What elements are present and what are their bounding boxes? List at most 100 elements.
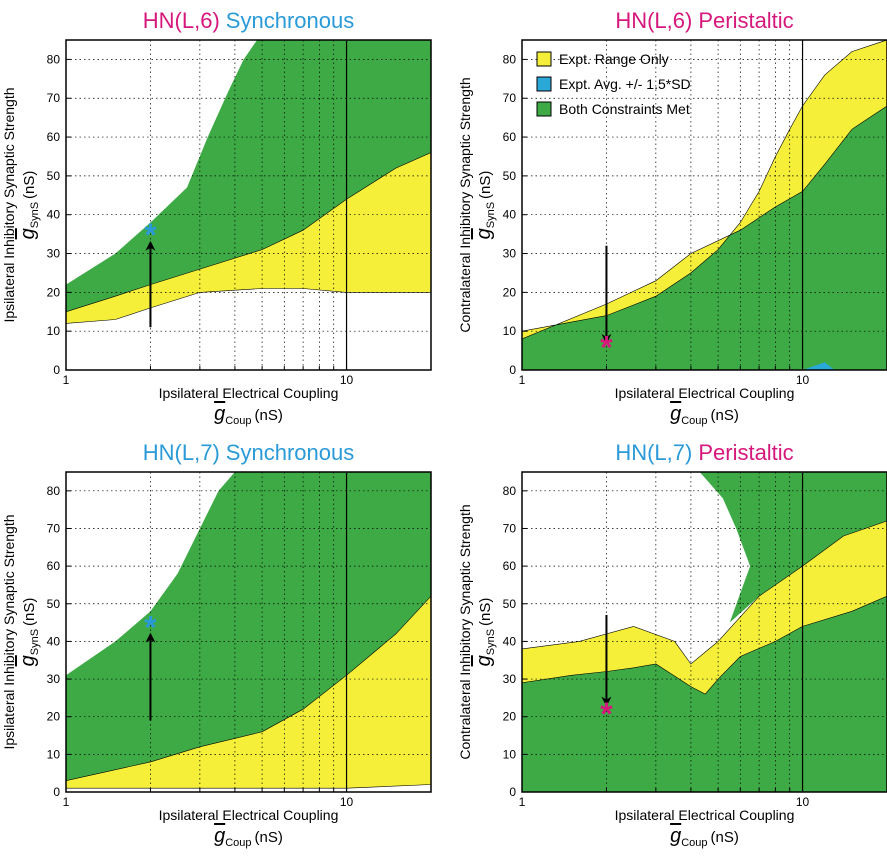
y-tick-label: 0 [53, 785, 60, 799]
y-tick-label: 10 [503, 324, 517, 338]
y-tick-label: 70 [47, 91, 61, 105]
x-tick-label: 1 [519, 373, 526, 387]
region-both-constraints [66, 472, 431, 781]
x-tick-label: 10 [796, 373, 810, 387]
y-tick-label: 80 [47, 52, 61, 66]
y-tick-label: 70 [503, 521, 517, 535]
legend-swatch [536, 51, 552, 67]
y-tick-label: 60 [503, 559, 517, 573]
y-tick-label: 80 [503, 52, 517, 66]
x-axis-label: Ipsilateral Electrical Coupling [615, 385, 795, 401]
y-tick-label: 60 [47, 559, 61, 573]
axes-frame [521, 39, 887, 371]
x-axis-label: Ipsilateral Electrical Coupling [159, 807, 339, 823]
legend-label: Expt. Avg. +/- 1.5*SD [559, 76, 691, 92]
y-axis-label: Ipsilateral Inhibitory Synaptic Strength [1, 514, 17, 749]
panel-title: HN(L,6) Synchronous [143, 8, 354, 33]
title-neuron: HN(L,6) [143, 8, 220, 33]
y-tick-label: 30 [47, 247, 61, 261]
x-tick-label: 1 [63, 795, 70, 809]
y-axis-label: Ipsilateral Inhibitory Synaptic Strength [1, 87, 17, 322]
asterisk-marker: * [600, 696, 613, 732]
asterisk-marker: * [144, 609, 157, 645]
y-tick-label: 20 [47, 710, 61, 724]
legend-label: Both Constraints Met [559, 101, 690, 117]
legend-swatch [536, 76, 552, 92]
region-both-constraints [66, 40, 431, 312]
y-axis-symbol: gSynS(nS) [473, 171, 497, 240]
legend-item: Expt. Range Only [536, 51, 669, 67]
panel-title: HN(L,7) Peristaltic [615, 440, 793, 465]
title-mode: Synchronous [226, 8, 354, 33]
x-axis-label: Ipsilateral Electrical Coupling [159, 385, 339, 401]
y-axis-symbol: gSynS(nS) [17, 598, 41, 667]
y-axis-symbol: gSynS(nS) [17, 171, 41, 240]
y-tick-label: 20 [47, 285, 61, 299]
axes-frame [521, 471, 887, 793]
y-tick-label: 30 [503, 247, 517, 261]
panel-p3: 0 10 20 30 40 50 60 70 80 1 10 HN(L,7) Synchronous Ip… [1, 440, 432, 849]
title-mode: Peristaltic [698, 440, 793, 465]
region-range-only [521, 520, 887, 695]
asterisk-marker: * [600, 330, 613, 366]
panel-title: HN(L,7) Synchronous [143, 440, 354, 465]
y-tick-label: 50 [47, 597, 61, 611]
y-tick-label: 60 [503, 130, 517, 144]
axes-frame [65, 39, 432, 371]
legend-item: Expt. Avg. +/- 1.5*SD [536, 76, 691, 92]
x-axis-symbol: gCoup (nS) [214, 403, 283, 427]
y-tick-label: 0 [53, 363, 60, 377]
y-tick-label: 10 [47, 747, 61, 761]
asterisk-marker: * [144, 217, 157, 253]
x-tick-label: 1 [519, 795, 526, 809]
y-axis-label: Contralateral Inhibitory Synaptic Streng… [457, 504, 473, 759]
y-tick-label: 0 [509, 785, 516, 799]
y-tick-label: 40 [47, 634, 61, 648]
y-tick-label: 10 [503, 747, 517, 761]
y-tick-label: 40 [503, 634, 517, 648]
y-tick-label: 40 [47, 208, 61, 222]
panel-p2: 0 10 20 30 40 50 60 70 80 1 10 HN(L,6) Peristaltic Ip… [457, 8, 887, 427]
x-tick-label: 1 [63, 373, 70, 387]
panel-title: HN(L,6) Peristaltic [615, 8, 793, 33]
legend-item: Both Constraints Met [536, 101, 690, 117]
y-tick-label: 50 [47, 169, 61, 183]
y-tick-label: 70 [47, 521, 61, 535]
x-axis-symbol: gCoup (nS) [670, 825, 739, 849]
y-tick-label: 70 [503, 91, 517, 105]
y-tick-label: 60 [47, 130, 61, 144]
y-tick-label: 20 [503, 285, 517, 299]
region-avg-sd [802, 362, 835, 370]
x-axis-symbol: gCoup (nS) [214, 825, 283, 849]
y-tick-label: 0 [509, 363, 516, 377]
x-axis-symbol: gCoup (nS) [670, 403, 739, 427]
y-axis-label: Contralateral Inhibitory Synaptic Streng… [457, 77, 473, 332]
panel-p1: 0 10 20 30 40 50 60 70 80 1 10 HN(L,6) Synchronous Ip… [1, 8, 432, 427]
y-tick-label: 20 [503, 710, 517, 724]
y-axis-symbol: gSynS(nS) [473, 598, 497, 667]
y-tick-label: 80 [47, 484, 61, 498]
region-both-constraints-upper [699, 472, 887, 623]
region-range-only [521, 39, 887, 340]
axes-frame [65, 471, 432, 793]
title-neuron: HN(L,6) [615, 8, 692, 33]
y-tick-label: 10 [47, 324, 61, 338]
x-axis-label: Ipsilateral Electrical Coupling [615, 807, 795, 823]
y-tick-label: 30 [503, 672, 517, 686]
legend: Expt. Range Only Expt. Avg. +/- 1.5*SD Bot… [536, 51, 691, 117]
y-tick-label: 40 [503, 208, 517, 222]
legend-swatch [536, 101, 552, 117]
title-neuron: HN(L,7) [143, 440, 220, 465]
y-tick-label: 30 [47, 672, 61, 686]
title-neuron: HN(L,7) [615, 440, 692, 465]
y-tick-label: 50 [503, 169, 517, 183]
title-mode: Synchronous [226, 440, 354, 465]
x-tick-label: 10 [340, 795, 354, 809]
y-tick-label: 50 [503, 597, 517, 611]
title-mode: Peristaltic [698, 8, 793, 33]
x-tick-label: 10 [796, 795, 810, 809]
y-tick-label: 80 [503, 484, 517, 498]
panel-p4: 0 10 20 30 40 50 60 70 80 1 10 HN(L,7) Peristaltic Ip… [457, 440, 887, 849]
region-both-constraints [522, 596, 887, 792]
